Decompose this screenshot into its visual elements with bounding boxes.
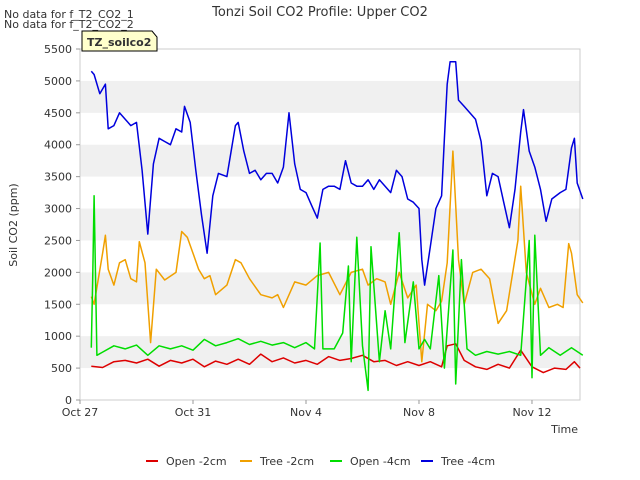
- legend-label-open-2cm: Open -2cm: [166, 455, 227, 468]
- y-tick-label: 5500: [44, 43, 72, 56]
- plot-bands: [80, 80, 580, 369]
- legend-label-open-4cm: Open -4cm: [350, 455, 411, 468]
- y-tick-label: 0: [65, 394, 72, 407]
- plot-area-border: [79, 48, 581, 401]
- y-tick-label: 3500: [44, 171, 72, 184]
- series-line-open-4cm: [90, 195, 584, 392]
- legend-label-tree-4cm: Tree -4cm: [440, 455, 495, 468]
- chart-title: Tonzi Soil CO2 Profile: Upper CO2: [211, 5, 428, 20]
- y-tick-label: 3000: [44, 203, 72, 216]
- plot-band: [80, 208, 580, 241]
- plot-band: [80, 144, 580, 177]
- plot-band: [80, 80, 580, 113]
- y-axis-label: Soil CO2 (ppm): [7, 183, 20, 266]
- series-line-open-2cm: [91, 343, 581, 374]
- site-badge-label: TZ_soilco2: [87, 36, 151, 49]
- no-data-note-2: No data for f_T2_CO2_2: [4, 18, 134, 31]
- y-tick-label: 5000: [44, 75, 72, 88]
- x-tick-label: Nov 4: [290, 406, 322, 419]
- x-tick-label: Nov 8: [403, 406, 435, 419]
- y-tick-label: 1500: [44, 298, 72, 311]
- no-data-note-1: No data for f_T2_CO2_1: [4, 8, 134, 21]
- legend: Open -2cm Tree -2cm Open -4cm Tree -4cm: [146, 455, 495, 468]
- x-axis: Oct 27 Oct 31 Nov 4 Nov 8 Nov 12: [62, 400, 551, 419]
- x-tick-label: Oct 31: [175, 406, 212, 419]
- site-badge-shape: [81, 30, 158, 52]
- series-lines: [90, 61, 584, 392]
- series-line-tree-4cm: [90, 61, 584, 286]
- plot-band: [80, 336, 580, 369]
- y-tick-label: 4500: [44, 107, 72, 120]
- y-tick-label: 2500: [44, 234, 72, 247]
- site-badge[interactable]: TZ_soilco2: [81, 30, 158, 52]
- y-tick-label: 4000: [44, 139, 72, 152]
- legend-label-tree-2cm: Tree -2cm: [259, 455, 314, 468]
- x-tick-label: Oct 27: [62, 406, 99, 419]
- y-tick-label: 500: [51, 362, 72, 375]
- y-tick-label: 1000: [44, 330, 72, 343]
- y-tick-label: 2000: [44, 266, 72, 279]
- y-axis: 0 500 1000 1500 2000 2500 3000 3500 4000 4500 5000…: [44, 43, 80, 407]
- x-tick-label: Nov 12: [512, 406, 551, 419]
- x-axis-label: Time: [550, 423, 578, 436]
- series-line-tree-2cm: [90, 150, 584, 363]
